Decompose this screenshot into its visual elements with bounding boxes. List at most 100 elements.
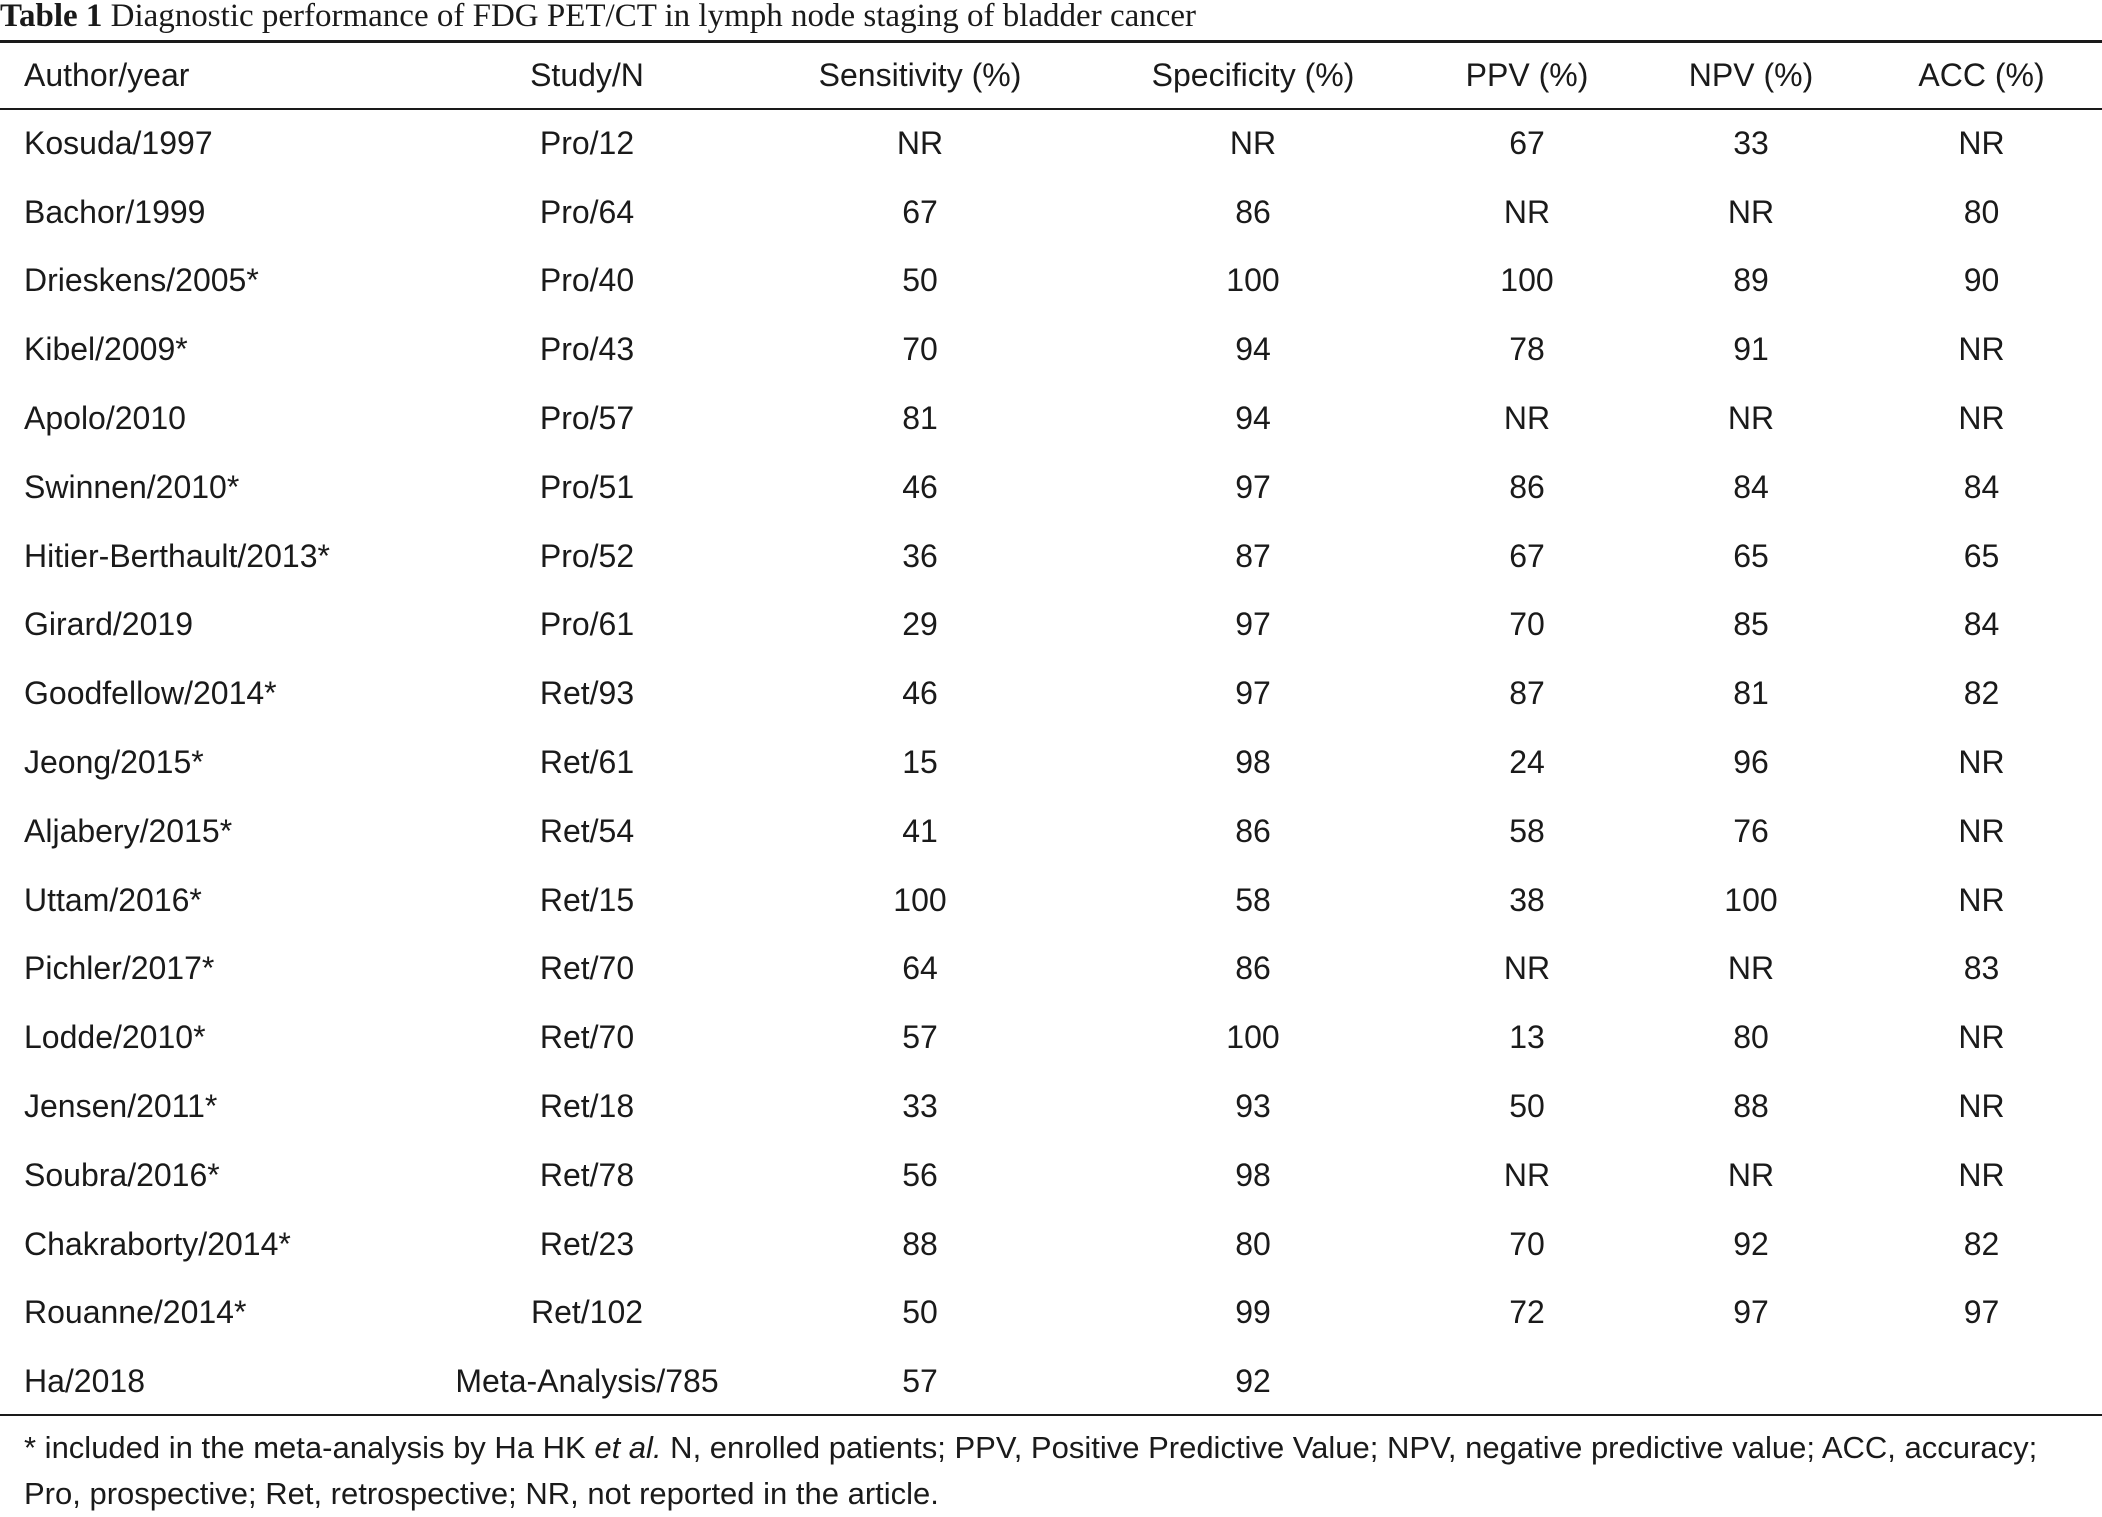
npv-cell: 88 bbox=[1733, 1088, 1769, 1125]
npv-cell: 33 bbox=[1733, 124, 1769, 161]
specificity-cell: NR bbox=[1229, 124, 1277, 161]
author-year-cell: Ha/2018 bbox=[24, 1363, 145, 1400]
sensitivity-cell: 56 bbox=[902, 1156, 938, 1193]
sensitivity-cell: 46 bbox=[902, 468, 938, 505]
specificity-cell: 58 bbox=[1235, 881, 1271, 918]
sensitivity-cell: 33 bbox=[902, 1088, 938, 1125]
acc-cell: 82 bbox=[1963, 675, 2000, 712]
author-year-cell: Drieskens/2005* bbox=[24, 262, 259, 299]
author-year-cell: Rouanne/2014* bbox=[24, 1294, 247, 1331]
study-n-cell: Ret/70 bbox=[539, 1019, 635, 1056]
acc-cell: NR bbox=[1958, 812, 2005, 849]
study-n-cell: Pro/52 bbox=[539, 537, 635, 574]
author-year-cell: Hitier-Berthault/2013* bbox=[24, 537, 330, 574]
sensitivity-cell: 81 bbox=[902, 400, 938, 437]
npv-cell: 81 bbox=[1733, 675, 1769, 712]
study-n-cell: Pro/57 bbox=[539, 400, 635, 437]
acc-cell: 84 bbox=[1963, 606, 2000, 643]
author-year-cell: Jensen/2011* bbox=[24, 1088, 218, 1125]
table-caption-label: Table 1 bbox=[0, 0, 103, 34]
study-n-cell: Pro/40 bbox=[539, 262, 635, 299]
table-row: Kibel/2009* Pro/43 70 94 78 91 NR bbox=[0, 315, 2102, 384]
acc-cell: 83 bbox=[1963, 950, 2000, 987]
ppv-cell: 67 bbox=[1509, 124, 1545, 161]
npv-cell: 96 bbox=[1733, 744, 1769, 781]
author-year-cell: Soubra/2016* bbox=[24, 1156, 220, 1193]
author-year-cell: Aljabery/2015* bbox=[24, 812, 233, 849]
table-row: Kosuda/1997 Pro/12 NR NR 67 33 NR bbox=[0, 109, 2102, 178]
table-footnote: * included in the meta-analysis by Ha HK… bbox=[24, 1425, 2084, 1517]
specificity-cell: 93 bbox=[1235, 1088, 1271, 1125]
study-n-cell: Ret/102 bbox=[530, 1294, 644, 1331]
column-header-specificity: Specificity (%) bbox=[1151, 57, 1355, 93]
specificity-cell: 97 bbox=[1235, 606, 1271, 643]
author-year-cell: Uttam/2016* bbox=[24, 881, 202, 918]
ppv-cell: 24 bbox=[1509, 744, 1545, 781]
acc-cell: NR bbox=[1958, 744, 2005, 781]
npv-cell: 80 bbox=[1733, 1019, 1769, 1056]
table-row: Soubra/2016* Ret/78 56 98 NR NR NR bbox=[0, 1141, 2102, 1210]
sensitivity-cell: 57 bbox=[902, 1363, 938, 1400]
npv-cell: 92 bbox=[1733, 1225, 1769, 1262]
specificity-cell: 100 bbox=[1226, 1019, 1280, 1056]
sensitivity-cell: 88 bbox=[902, 1225, 938, 1262]
acc-cell: NR bbox=[1958, 124, 2005, 161]
table-row: Girard/2019 Pro/61 29 97 70 85 84 bbox=[0, 591, 2102, 660]
ppv-cell: NR bbox=[1503, 193, 1551, 230]
column-header-sensitivity: Sensitivity (%) bbox=[818, 57, 1022, 93]
npv-cell: 89 bbox=[1733, 262, 1769, 299]
author-year-cell: Kosuda/1997 bbox=[24, 124, 213, 161]
table-caption: Table 1 Diagnostic performance of FDG PE… bbox=[0, 0, 1196, 38]
bottom-rule bbox=[0, 1414, 2102, 1416]
specificity-cell: 98 bbox=[1235, 1156, 1271, 1193]
study-n-cell: Ret/78 bbox=[539, 1156, 635, 1193]
acc-cell bbox=[1861, 1347, 2102, 1416]
sensitivity-cell: 41 bbox=[902, 812, 938, 849]
study-n-cell: Ret/23 bbox=[539, 1225, 635, 1262]
ppv-cell: 50 bbox=[1509, 1088, 1545, 1125]
ppv-cell: 13 bbox=[1509, 1019, 1545, 1056]
acc-cell: 84 bbox=[1963, 468, 2000, 505]
study-n-cell: Pro/64 bbox=[539, 193, 635, 230]
acc-cell: 82 bbox=[1963, 1225, 2000, 1262]
table-row: Goodfellow/2014* Ret/93 46 97 87 81 82 bbox=[0, 659, 2102, 728]
table-row: Bachor/1999 Pro/64 67 86 NR NR 80 bbox=[0, 178, 2102, 247]
study-n-cell: Ret/54 bbox=[539, 812, 635, 849]
column-header-ppv: PPV (%) bbox=[1465, 57, 1589, 93]
specificity-cell: 100 bbox=[1226, 262, 1280, 299]
table-row: Lodde/2010* Ret/70 57 100 13 80 NR bbox=[0, 1003, 2102, 1072]
ppv-cell: 100 bbox=[1500, 262, 1554, 299]
ppv-cell bbox=[1413, 1347, 1641, 1416]
npv-cell: 97 bbox=[1733, 1294, 1769, 1331]
study-n-cell: Ret/61 bbox=[539, 744, 635, 781]
sensitivity-cell: 100 bbox=[893, 881, 947, 918]
specificity-cell: 97 bbox=[1235, 675, 1271, 712]
npv-cell: NR bbox=[1727, 193, 1775, 230]
table-row: Pichler/2017* Ret/70 64 86 NR NR 83 bbox=[0, 935, 2102, 1004]
acc-cell: NR bbox=[1958, 331, 2005, 368]
specificity-cell: 97 bbox=[1235, 468, 1271, 505]
npv-cell: NR bbox=[1727, 400, 1775, 437]
ppv-cell: 87 bbox=[1509, 675, 1545, 712]
acc-cell: NR bbox=[1958, 1156, 2005, 1193]
specificity-cell: 99 bbox=[1235, 1294, 1271, 1331]
npv-cell: 100 bbox=[1724, 881, 1778, 918]
footnote-text-start: * included in the meta-analysis by Ha HK bbox=[24, 1430, 595, 1465]
ppv-cell: 67 bbox=[1509, 537, 1545, 574]
sensitivity-cell: 50 bbox=[902, 262, 938, 299]
acc-cell: 65 bbox=[1963, 537, 2000, 574]
npv-cell: NR bbox=[1727, 950, 1775, 987]
study-n-cell: Ret/15 bbox=[539, 881, 635, 918]
author-year-cell: Pichler/2017* bbox=[24, 950, 215, 987]
acc-cell: NR bbox=[1958, 400, 2005, 437]
specificity-cell: 94 bbox=[1235, 331, 1271, 368]
author-year-cell: Goodfellow/2014* bbox=[24, 675, 277, 712]
sensitivity-cell: 57 bbox=[902, 1019, 938, 1056]
header-rule bbox=[0, 108, 2102, 110]
table-row: Rouanne/2014* Ret/102 50 99 72 97 97 bbox=[0, 1279, 2102, 1348]
npv-cell: 85 bbox=[1733, 606, 1769, 643]
author-year-cell: Jeong/2015* bbox=[24, 744, 204, 781]
study-n-cell: Ret/70 bbox=[539, 950, 635, 987]
ppv-cell: 38 bbox=[1509, 881, 1545, 918]
table-row: Drieskens/2005* Pro/40 50 100 100 89 90 bbox=[0, 247, 2102, 316]
